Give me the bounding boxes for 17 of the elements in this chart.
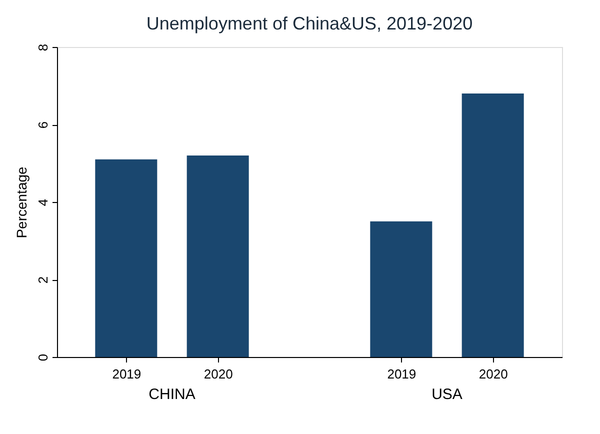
y-tick-label: 0 <box>36 354 50 362</box>
bar <box>462 94 524 357</box>
text: CHINA <box>148 386 196 403</box>
bar <box>370 221 432 357</box>
y-tick-label: 6 <box>36 121 50 129</box>
x-tick-label: 2019 <box>387 366 416 382</box>
y-tick-label: 8 <box>36 44 50 52</box>
y-tick-label: 2 <box>36 276 50 284</box>
bar <box>95 159 158 357</box>
bar <box>186 156 249 357</box>
x-tick-label: 2020 <box>204 366 233 382</box>
y-tick-label: 4 <box>36 198 50 206</box>
x-tick-label: 2019 <box>112 366 142 382</box>
chart-title: Unemployment of China&US, 2019-2020 <box>146 13 473 34</box>
x-tick-label: 2020 <box>478 366 508 382</box>
y-axis-title: Percentage <box>14 166 30 238</box>
text: USA <box>432 386 462 403</box>
